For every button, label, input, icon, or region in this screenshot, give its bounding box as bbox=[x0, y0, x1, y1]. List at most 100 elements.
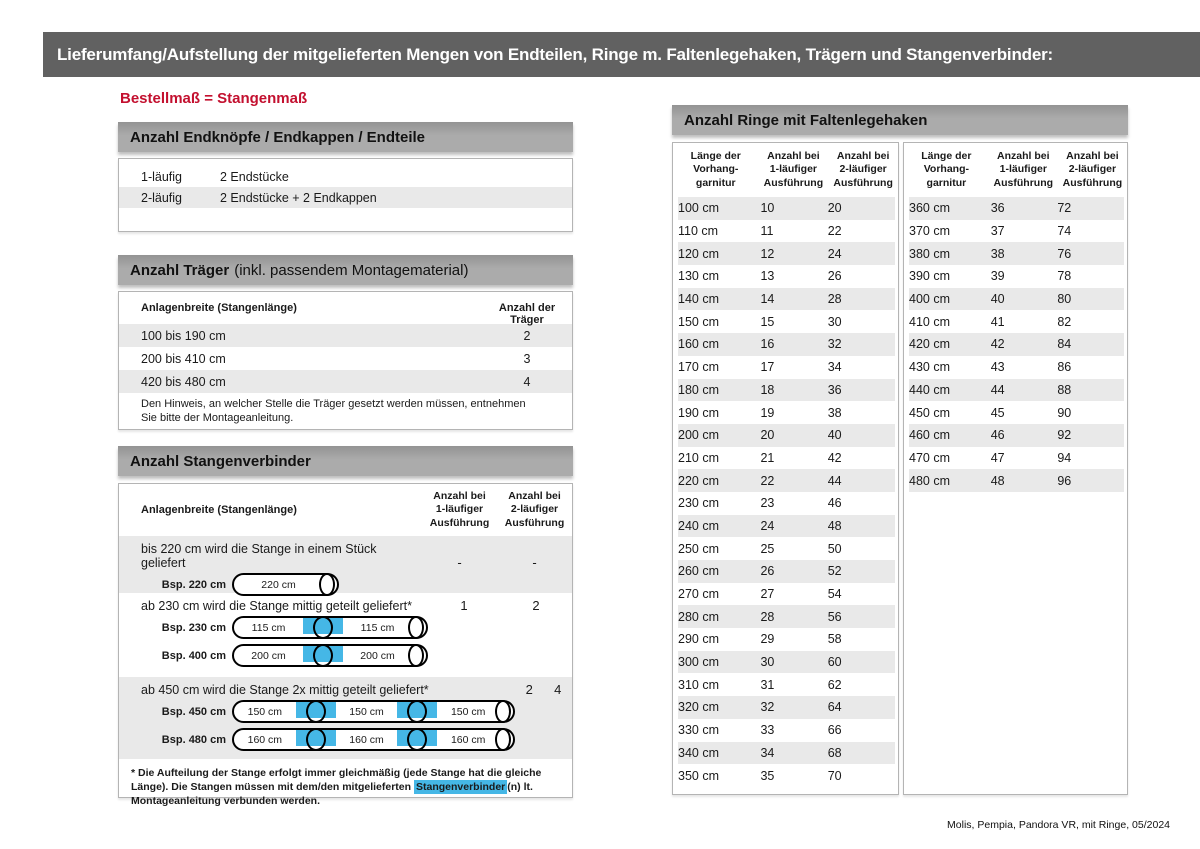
rod-example-label: Bsp. 450 cm bbox=[161, 705, 226, 718]
count-2-run-cell: 52 bbox=[827, 564, 842, 579]
section-title: Anzahl Endknöpfe / Endkappen / Endteile bbox=[130, 128, 426, 146]
count-2-run-cell: 78 bbox=[1057, 269, 1072, 284]
table-row: 120 cm 12 24 bbox=[678, 242, 895, 266]
count-2-run-cell: 82 bbox=[1057, 314, 1072, 329]
section-title: Anzahl Stangenverbinder bbox=[130, 452, 311, 470]
count-1-run-cell: 39 bbox=[990, 269, 1005, 284]
ringe-table-header: Länge der Vorhang- garnitur Anzahl bei 1… bbox=[904, 143, 1127, 197]
footnote-text: (n) lt. Montageanleitung verbunden werde… bbox=[131, 781, 533, 808]
rod-example-label: Bsp. 230 cm bbox=[161, 621, 226, 634]
table-row: 470 cm 47 94 bbox=[909, 447, 1124, 470]
count-1-run-cell: 31 bbox=[760, 677, 775, 692]
count-2-run-cell: 32 bbox=[827, 337, 842, 352]
length-cell: 200 cm bbox=[678, 428, 719, 443]
run-type-cell: 1-läufig bbox=[141, 169, 182, 184]
count-2-run-cell: 58 bbox=[827, 632, 842, 647]
column-header: Anzahl bei 2-läufiger Ausführung bbox=[504, 489, 565, 529]
rod-segment-label: 160 cm bbox=[247, 733, 283, 746]
count-1-run-cell: 10 bbox=[760, 201, 775, 216]
rod-connector bbox=[303, 646, 343, 665]
column-header: Anlagenbreite (Stangenlänge) bbox=[141, 302, 297, 314]
count-cell: 2 bbox=[523, 328, 531, 343]
table-row: 420 cm 42 84 bbox=[909, 333, 1124, 356]
table-row: 380 cm 38 76 bbox=[909, 242, 1124, 266]
table-row: 300 cm 30 60 bbox=[678, 650, 895, 674]
section-title: Anzahl Träger bbox=[130, 261, 230, 279]
length-cell: 310 cm bbox=[678, 677, 719, 692]
length-cell: 300 cm bbox=[678, 655, 719, 670]
length-cell: 460 cm bbox=[909, 428, 950, 443]
table-row: 280 cm 28 56 bbox=[678, 605, 895, 629]
ringe-rows-left: 100 cm 10 20 110 cm 11 22 120 cm 12 24 1… bbox=[673, 197, 898, 787]
length-cell: 210 cm bbox=[678, 450, 719, 465]
endteile-table: 1-läufig 2 Endstücke 2-läufig 2 Endstück… bbox=[118, 158, 573, 232]
count-1-run-cell: 48 bbox=[990, 473, 1005, 488]
length-cell: 290 cm bbox=[678, 632, 719, 647]
rod-diagram: 200 cm 200 cm bbox=[232, 644, 428, 667]
table-row: 250 cm 25 50 bbox=[678, 537, 895, 560]
count-2-run-cell: 96 bbox=[1057, 473, 1072, 488]
rod-segment-label: 200 cm bbox=[251, 649, 286, 662]
count-2-run-cell: 60 bbox=[827, 655, 842, 670]
length-cell: 120 cm bbox=[678, 246, 719, 261]
table-row: 240 cm 24 48 bbox=[678, 514, 895, 538]
rod-connector bbox=[295, 730, 336, 749]
count-2-run-cell: 40 bbox=[827, 428, 842, 443]
length-cell: 380 cm bbox=[909, 246, 950, 261]
count-1-run-cell: 29 bbox=[760, 632, 775, 647]
table-row: 260 cm 26 52 bbox=[678, 560, 895, 583]
table-row: 320 cm 32 64 bbox=[678, 696, 895, 719]
count-1-run-cell: - bbox=[457, 555, 462, 570]
count-1-run-cell: 36 bbox=[990, 201, 1005, 216]
traeger-table: Anlagenbreite (Stangenlänge) Anzahl der … bbox=[118, 291, 573, 430]
column-header: Anzahl bei 1-läufiger Ausführung bbox=[429, 489, 490, 529]
count-2-run-cell: 94 bbox=[1057, 450, 1072, 465]
rod-diagram: 150 cm 150 cm 150 cm bbox=[232, 700, 515, 723]
rod-end-cap bbox=[495, 728, 511, 751]
rod-connector bbox=[303, 618, 343, 637]
section-title-suffix: (inkl. passendem Montagematerial) bbox=[234, 261, 469, 279]
count-1-run-cell: 45 bbox=[990, 405, 1005, 420]
table-row: 290 cm 29 58 bbox=[678, 628, 895, 651]
count-2-run-cell: 74 bbox=[1057, 224, 1072, 239]
verbinder-row: ab 230 cm wird die Stange mittig geteilt… bbox=[119, 593, 572, 677]
table-row: 340 cm 34 68 bbox=[678, 741, 895, 765]
count-2-run-cell: 30 bbox=[827, 314, 842, 329]
rod-segment-label: 160 cm bbox=[349, 733, 384, 746]
table-row: 420 bis 480 cm 4 bbox=[119, 370, 572, 393]
rod-segment-label: 200 cm bbox=[360, 649, 395, 662]
length-cell: 150 cm bbox=[678, 314, 719, 329]
count-2-run-cell: 66 bbox=[827, 723, 842, 738]
count-2-run-cell: 84 bbox=[1057, 337, 1072, 352]
rod-connector bbox=[295, 702, 336, 721]
count-1-run-cell: 44 bbox=[990, 382, 1005, 397]
rod-segment-label: 160 cm bbox=[450, 733, 486, 746]
table-row: 360 cm 36 72 bbox=[909, 197, 1124, 220]
count-1-run-cell: 43 bbox=[990, 360, 1005, 375]
table-row: 270 cm 27 54 bbox=[678, 583, 895, 606]
length-cell: 350 cm bbox=[678, 768, 719, 783]
count-2-run-cell: 22 bbox=[827, 224, 842, 239]
ringe-table-left: Länge der Vorhang- garnitur Anzahl bei 1… bbox=[672, 142, 899, 795]
count-2-run-cell: 24 bbox=[827, 246, 842, 261]
length-cell: 410 cm bbox=[909, 314, 950, 329]
rod-segment-label: 115 cm bbox=[360, 621, 395, 634]
count-2-run-cell: 76 bbox=[1057, 246, 1072, 261]
table-row: 100 cm 10 20 bbox=[678, 197, 895, 220]
count-1-run-cell: 14 bbox=[760, 292, 775, 307]
count-1-run-cell: 21 bbox=[760, 450, 775, 465]
length-cell: 270 cm bbox=[678, 587, 719, 602]
count-1-run-cell: 32 bbox=[760, 700, 775, 715]
count-2-run-cell: 42 bbox=[827, 450, 842, 465]
range-cell: 100 bis 190 cm bbox=[141, 328, 226, 343]
rod-diagram: 160 cm 160 cm 160 cm bbox=[232, 728, 515, 751]
section-header-verbinder: Anzahl Stangenverbinder bbox=[118, 446, 573, 476]
verbinder-row: ab 450 cm wird die Stange 2x mittig gete… bbox=[119, 677, 572, 759]
count-1-run-cell: 30 bbox=[760, 655, 775, 670]
count-2-run-cell: 50 bbox=[827, 541, 842, 556]
count-1-run-cell: 17 bbox=[760, 360, 775, 375]
ringe-table-right: Länge der Vorhang- garnitur Anzahl bei 1… bbox=[903, 142, 1128, 795]
section-header-ringe: Anzahl Ringe mit Faltenlegehaken bbox=[672, 105, 1128, 135]
order-measure-note: Bestellmaß = Stangenmaß bbox=[120, 90, 308, 107]
table-row: 390 cm 39 78 bbox=[909, 265, 1124, 288]
